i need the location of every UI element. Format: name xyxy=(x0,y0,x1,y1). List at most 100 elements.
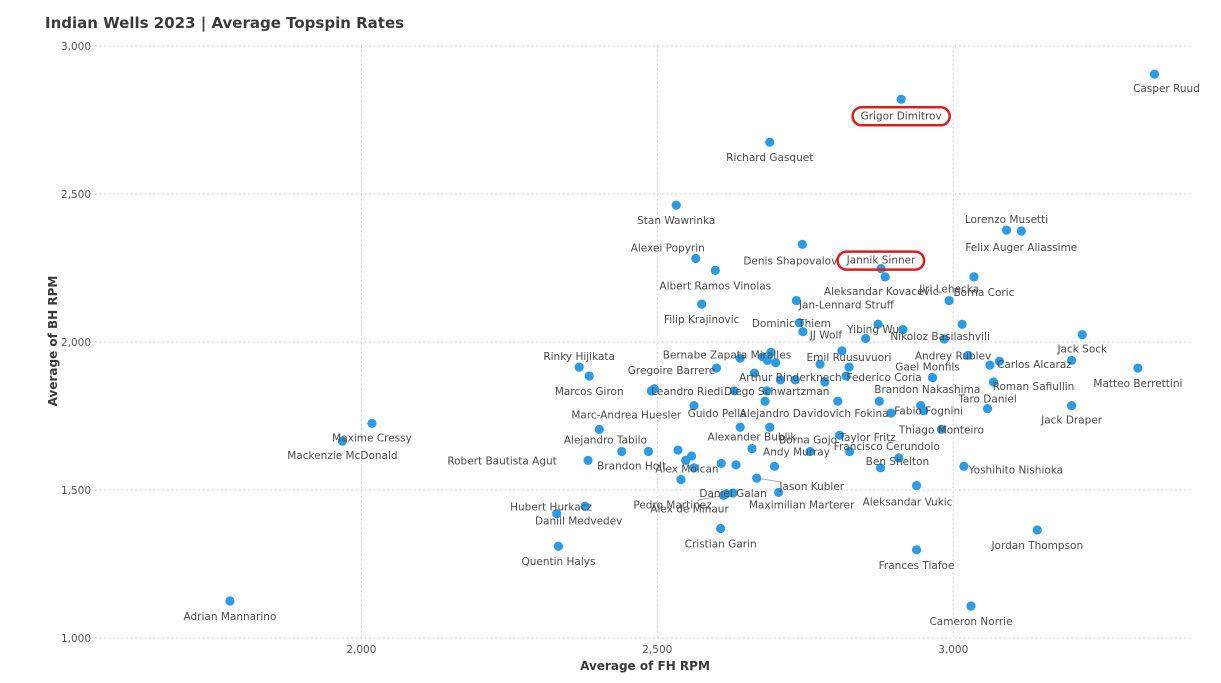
data-point[interactable] xyxy=(969,272,979,282)
data-point[interactable] xyxy=(1067,355,1077,365)
data-point[interactable] xyxy=(898,324,908,335)
data-point[interactable] xyxy=(1032,525,1042,535)
data-point[interactable] xyxy=(797,239,807,249)
data-point[interactable] xyxy=(775,375,786,385)
data-point[interactable] xyxy=(894,453,904,463)
data-point[interactable] xyxy=(689,401,699,411)
data-point[interactable] xyxy=(1016,226,1026,236)
data-point[interactable] xyxy=(875,463,886,473)
data-point[interactable] xyxy=(911,545,922,555)
data-point[interactable] xyxy=(553,541,564,551)
data-point[interactable] xyxy=(1133,363,1143,373)
data-point[interactable] xyxy=(841,371,851,381)
data-point[interactable] xyxy=(794,318,804,328)
data-point[interactable] xyxy=(584,371,594,381)
data-point[interactable] xyxy=(886,408,896,418)
data-point[interactable] xyxy=(765,137,775,147)
data-point[interactable] xyxy=(225,596,235,606)
data-point[interactable] xyxy=(790,375,800,385)
data-point[interactable] xyxy=(580,501,590,511)
data-point[interactable] xyxy=(1149,69,1160,79)
data-point[interactable] xyxy=(731,460,741,470)
data-point[interactable] xyxy=(985,360,995,370)
data-point[interactable] xyxy=(760,396,770,406)
data-point[interactable] xyxy=(791,295,801,306)
data-point[interactable] xyxy=(676,475,686,485)
point-label: Jack Draper xyxy=(1040,415,1103,427)
data-point[interactable] xyxy=(711,363,722,373)
data-point[interactable] xyxy=(762,355,772,365)
data-point[interactable] xyxy=(689,463,699,473)
data-point[interactable] xyxy=(710,265,720,275)
data-point[interactable] xyxy=(957,319,967,329)
data-point[interactable] xyxy=(835,430,845,440)
point-label: Lorenzo Musetti xyxy=(965,214,1048,226)
data-point[interactable] xyxy=(749,368,759,378)
data-point[interactable] xyxy=(617,446,627,457)
data-point[interactable] xyxy=(861,333,871,344)
data-point[interactable] xyxy=(936,424,947,434)
data-point[interactable] xyxy=(367,418,377,428)
data-point[interactable] xyxy=(716,458,726,468)
data-point[interactable] xyxy=(594,424,604,434)
data-point[interactable] xyxy=(752,473,762,483)
data-point[interactable] xyxy=(919,406,929,416)
data-point[interactable] xyxy=(1077,330,1087,340)
data-point[interactable] xyxy=(833,396,843,406)
data-point[interactable] xyxy=(944,295,954,306)
data-point[interactable] xyxy=(805,446,815,457)
data-point[interactable] xyxy=(927,372,938,383)
data-point[interactable] xyxy=(896,94,906,104)
data-point[interactable] xyxy=(643,446,654,457)
data-point[interactable] xyxy=(911,480,922,491)
data-point[interactable] xyxy=(959,461,969,471)
data-point[interactable] xyxy=(939,334,949,344)
data-point[interactable] xyxy=(681,455,691,465)
data-point[interactable] xyxy=(337,436,348,446)
data-point[interactable] xyxy=(988,377,999,387)
data-point[interactable] xyxy=(994,356,1005,366)
point-label: Fabio Fognini xyxy=(894,406,963,418)
data-point[interactable] xyxy=(963,350,973,360)
chart-title: Indian Wells 2023 | Average Topspin Rate… xyxy=(45,14,405,32)
data-point[interactable] xyxy=(874,396,884,406)
data-point[interactable] xyxy=(735,422,745,432)
data-point[interactable] xyxy=(671,200,681,210)
data-point[interactable] xyxy=(982,404,993,414)
point-label: Quentin Halys xyxy=(521,556,595,568)
data-point[interactable] xyxy=(798,327,808,337)
data-point[interactable] xyxy=(697,299,707,309)
data-point[interactable] xyxy=(966,601,976,611)
data-point[interactable] xyxy=(880,272,890,282)
data-point[interactable] xyxy=(766,347,776,357)
data-point[interactable] xyxy=(552,509,562,519)
data-point[interactable] xyxy=(673,445,683,455)
data-point[interactable] xyxy=(837,346,847,356)
data-point[interactable] xyxy=(735,353,745,363)
point-label: Leandro Riedi xyxy=(651,386,723,398)
data-point[interactable] xyxy=(747,443,757,454)
data-point[interactable] xyxy=(583,455,593,465)
data-point[interactable] xyxy=(691,253,701,264)
data-point[interactable] xyxy=(769,461,780,471)
data-point[interactable] xyxy=(1067,401,1077,411)
data-point[interactable] xyxy=(718,490,729,500)
data-point[interactable] xyxy=(844,362,854,372)
data-point[interactable] xyxy=(765,422,775,432)
point-label: Gregoire Barrere xyxy=(628,365,715,377)
data-point[interactable] xyxy=(820,377,830,387)
data-point[interactable] xyxy=(574,362,584,372)
data-point[interactable] xyxy=(771,358,781,368)
data-point[interactable] xyxy=(646,386,656,396)
data-point[interactable] xyxy=(729,386,739,396)
data-point[interactable] xyxy=(845,446,855,457)
data-point[interactable] xyxy=(815,359,825,369)
data-point[interactable] xyxy=(716,523,726,534)
data-point[interactable] xyxy=(1001,225,1012,235)
data-point[interactable] xyxy=(774,487,784,497)
data-point[interactable] xyxy=(762,386,772,396)
data-point[interactable] xyxy=(873,319,883,329)
point-label: Jan-Lennard Struff xyxy=(798,300,895,312)
data-point[interactable] xyxy=(728,488,738,498)
